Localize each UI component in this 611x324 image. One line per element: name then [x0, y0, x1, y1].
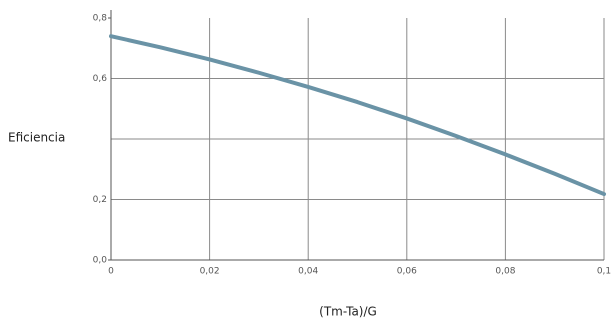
- y-tick-label: 0,0: [93, 256, 108, 266]
- y-axis-title: Eficiencia: [8, 131, 65, 145]
- y-tick-label: 0,6: [93, 74, 108, 84]
- line-series: [109, 34, 606, 197]
- x-tick-label: 0,1: [597, 267, 611, 277]
- x-axis-title: (Tm-Ta)/G: [319, 305, 377, 319]
- x-tick-label: 0,08: [495, 267, 515, 277]
- x-tick-label: 0,04: [298, 267, 318, 277]
- y-tick-label: 0,8: [93, 14, 108, 24]
- y-tick-label: 0,2: [93, 195, 107, 205]
- x-tick-label: 0,06: [397, 267, 417, 277]
- x-tick-label: 0,02: [200, 267, 220, 277]
- x-tick-label: 0: [108, 267, 114, 277]
